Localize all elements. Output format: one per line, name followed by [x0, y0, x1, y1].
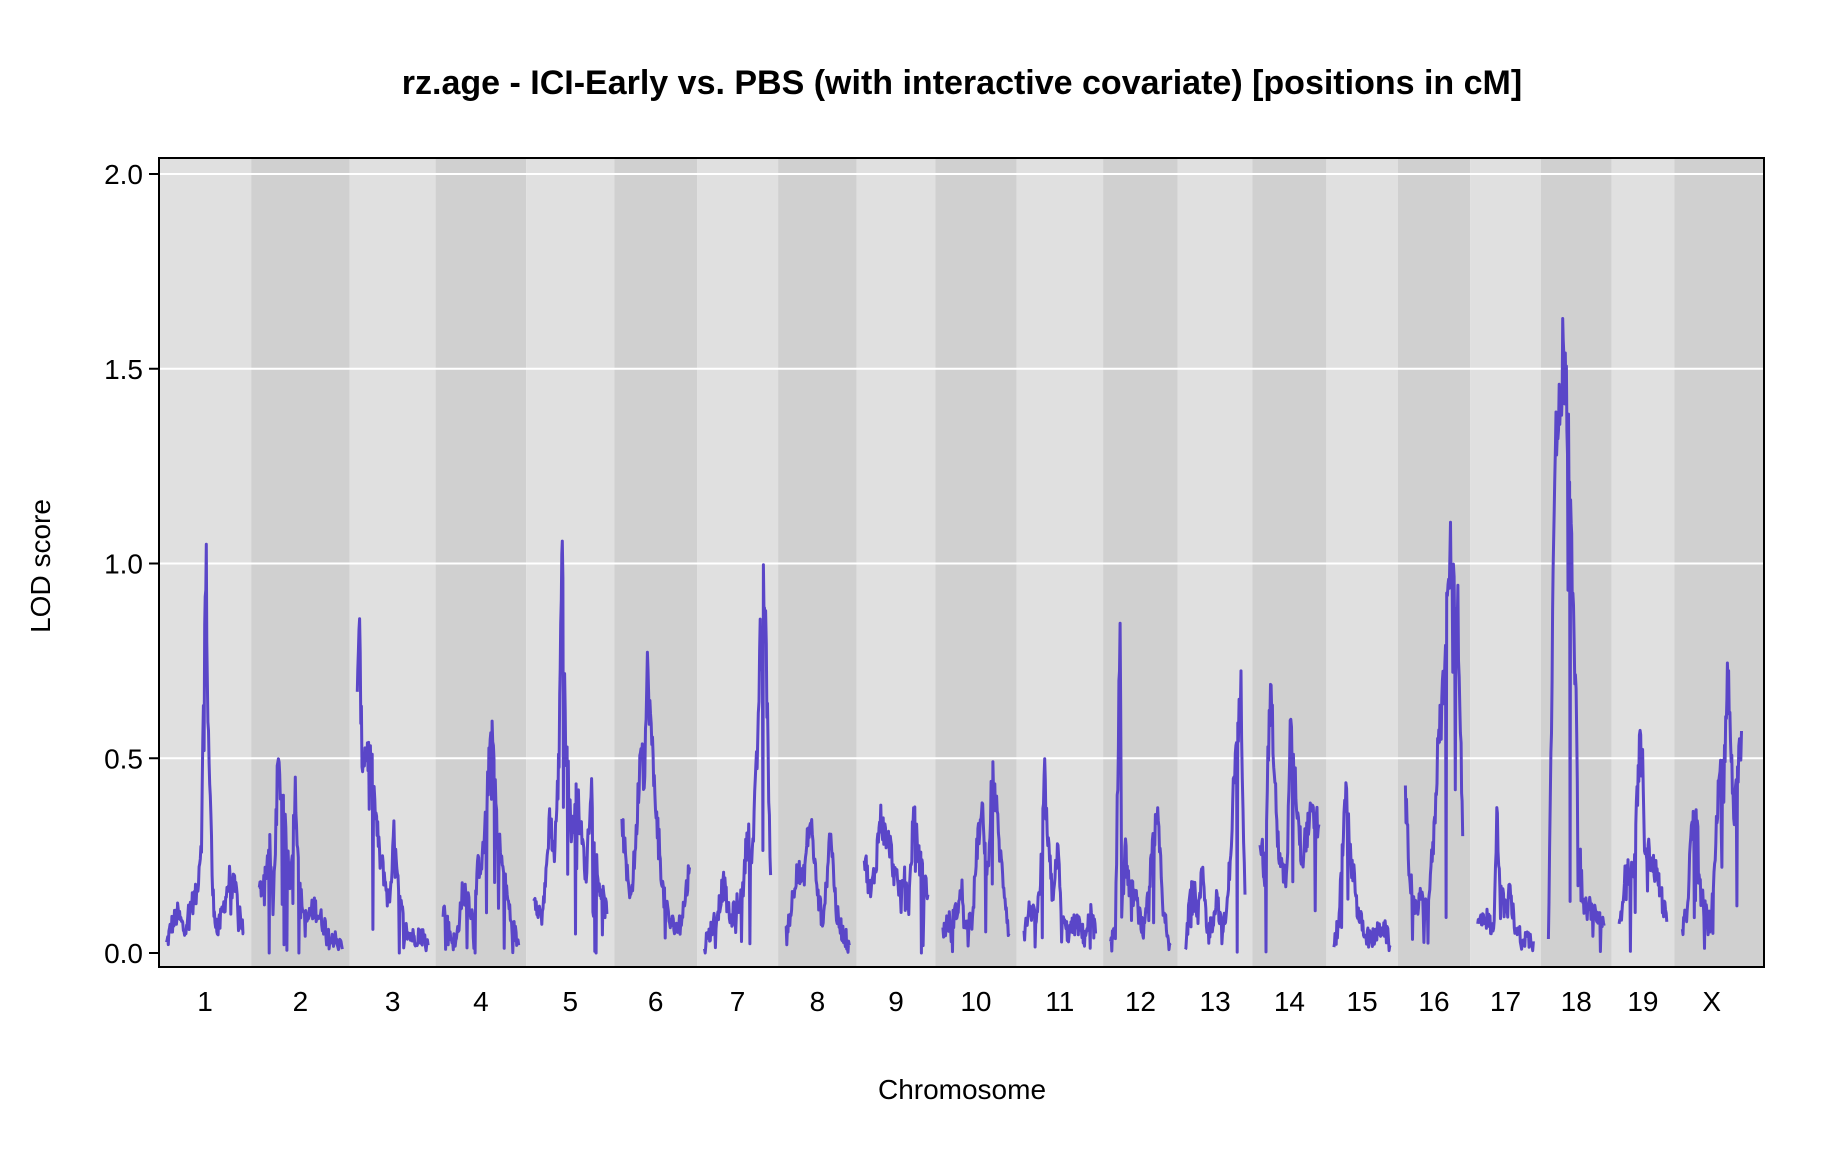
y-tick-label-1.5: 1.5 [104, 354, 143, 385]
lod-line-chr-12 [1109, 621, 1172, 953]
x-tick-label-X: X [1702, 986, 1721, 1017]
lod-line-chr-1 [165, 542, 245, 947]
x-tick-label-19: 19 [1627, 986, 1658, 1017]
lod-line-chr-15 [1332, 781, 1392, 953]
y-tick-label-1.0: 1.0 [104, 549, 143, 580]
lod-line-chr-7 [703, 563, 773, 955]
y-tick-label-2.0: 2.0 [104, 159, 143, 190]
x-tick-label-8: 8 [810, 986, 826, 1017]
x-tick-label-16: 16 [1418, 986, 1449, 1017]
lod-line-chr-9 [862, 803, 930, 955]
lod-line-chr-17 [1476, 806, 1535, 953]
lod-line-chr-11 [1022, 757, 1098, 950]
chart-title: rz.age - ICI-Early vs. PBS (with interac… [402, 64, 1522, 102]
x-tick-label-2: 2 [293, 986, 309, 1017]
y-axis-label: LOD score [25, 499, 56, 633]
x-axis: 1 2 3 4 5 6 7 8 9 10 11 12 13 14 15 16 17 18 19 X [197, 986, 1721, 1017]
x-tick-label-15: 15 [1347, 986, 1378, 1017]
lod-series [165, 317, 1743, 955]
y-tick-label-0.0: 0.0 [104, 938, 143, 969]
x-tick-label-5: 5 [562, 986, 578, 1017]
x-tick-label-6: 6 [648, 986, 664, 1017]
x-tick-label-11: 11 [1045, 986, 1074, 1017]
lod-line-chr-13 [1184, 669, 1247, 954]
x-tick-label-12: 12 [1125, 986, 1156, 1017]
x-axis-label: Chromosome [878, 1074, 1046, 1105]
lod-line-chr-3 [355, 617, 430, 955]
lod-line-chr-2 [257, 757, 344, 955]
x-tick-label-10: 10 [960, 986, 991, 1017]
x-tick-label-1: 1 [197, 986, 213, 1017]
x-tick-label-7: 7 [730, 986, 746, 1017]
lod-line-chr-6 [620, 650, 691, 940]
lod-line-chr-16 [1403, 520, 1465, 945]
x-tick-label-14: 14 [1274, 986, 1305, 1017]
lod-line-chr-5 [532, 539, 609, 955]
x-tick-label-13: 13 [1200, 986, 1231, 1017]
x-tick-label-18: 18 [1561, 986, 1592, 1017]
lod-line-chr-10 [941, 760, 1011, 954]
lod-line-chr-4 [441, 719, 521, 955]
lod-line-chr-X [1680, 661, 1743, 950]
gridlines [159, 173, 1764, 760]
x-tick-label-17: 17 [1490, 986, 1521, 1017]
lod-line-chr-8 [784, 818, 851, 954]
x-tick-label-3: 3 [385, 986, 401, 1017]
x-tick-label-4: 4 [473, 986, 489, 1017]
lod-line-chr-18 [1546, 317, 1606, 953]
x-tick-label-9: 9 [888, 986, 904, 1017]
y-axis: 0.0 0.5 1.0 1.5 2.0 [104, 159, 159, 969]
lod-line-chr-19 [1617, 728, 1669, 953]
lod-line-chr-14 [1258, 682, 1321, 954]
y-tick-label-0.5: 0.5 [104, 743, 143, 774]
